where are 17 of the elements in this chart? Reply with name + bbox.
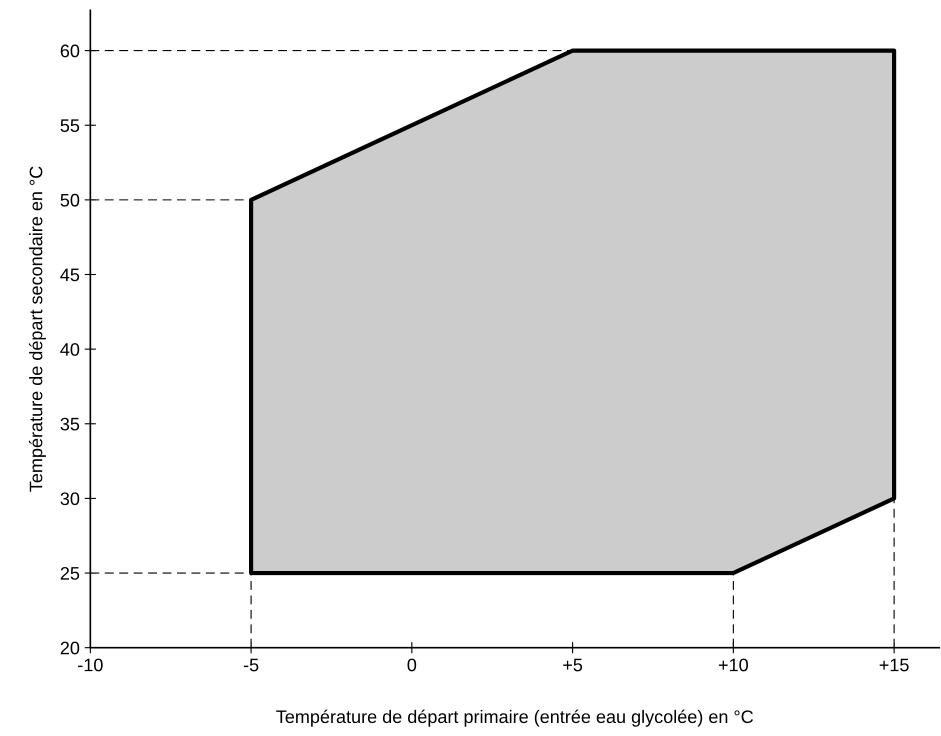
x-tick-label: +15 bbox=[880, 658, 909, 672]
y-tick-label: 50 bbox=[60, 194, 80, 207]
x-axis-title: Température de départ primaire (entrée eau glycolée) en °C bbox=[276, 710, 754, 727]
y-tick-label: 45 bbox=[60, 268, 80, 282]
y-tick-label: 25 bbox=[60, 566, 80, 580]
y-tick-label: 20 bbox=[60, 642, 80, 654]
y-tick-label: 35 bbox=[60, 418, 80, 430]
x-tick-label: +10 bbox=[718, 658, 748, 672]
y-tick-label: 55 bbox=[60, 119, 80, 132]
y-tick-label: 30 bbox=[60, 492, 80, 506]
x-tick-label: 0 bbox=[408, 658, 416, 672]
y-tick-label: 40 bbox=[60, 343, 80, 356]
x-tick-label: -5 bbox=[244, 658, 258, 672]
y-tick-label: 60 bbox=[60, 44, 80, 58]
x-tick-label: -10 bbox=[78, 658, 103, 672]
x-tick-label: +5 bbox=[563, 658, 582, 672]
y-axis-title: Température de départ secondaire en °C bbox=[28, 166, 46, 492]
